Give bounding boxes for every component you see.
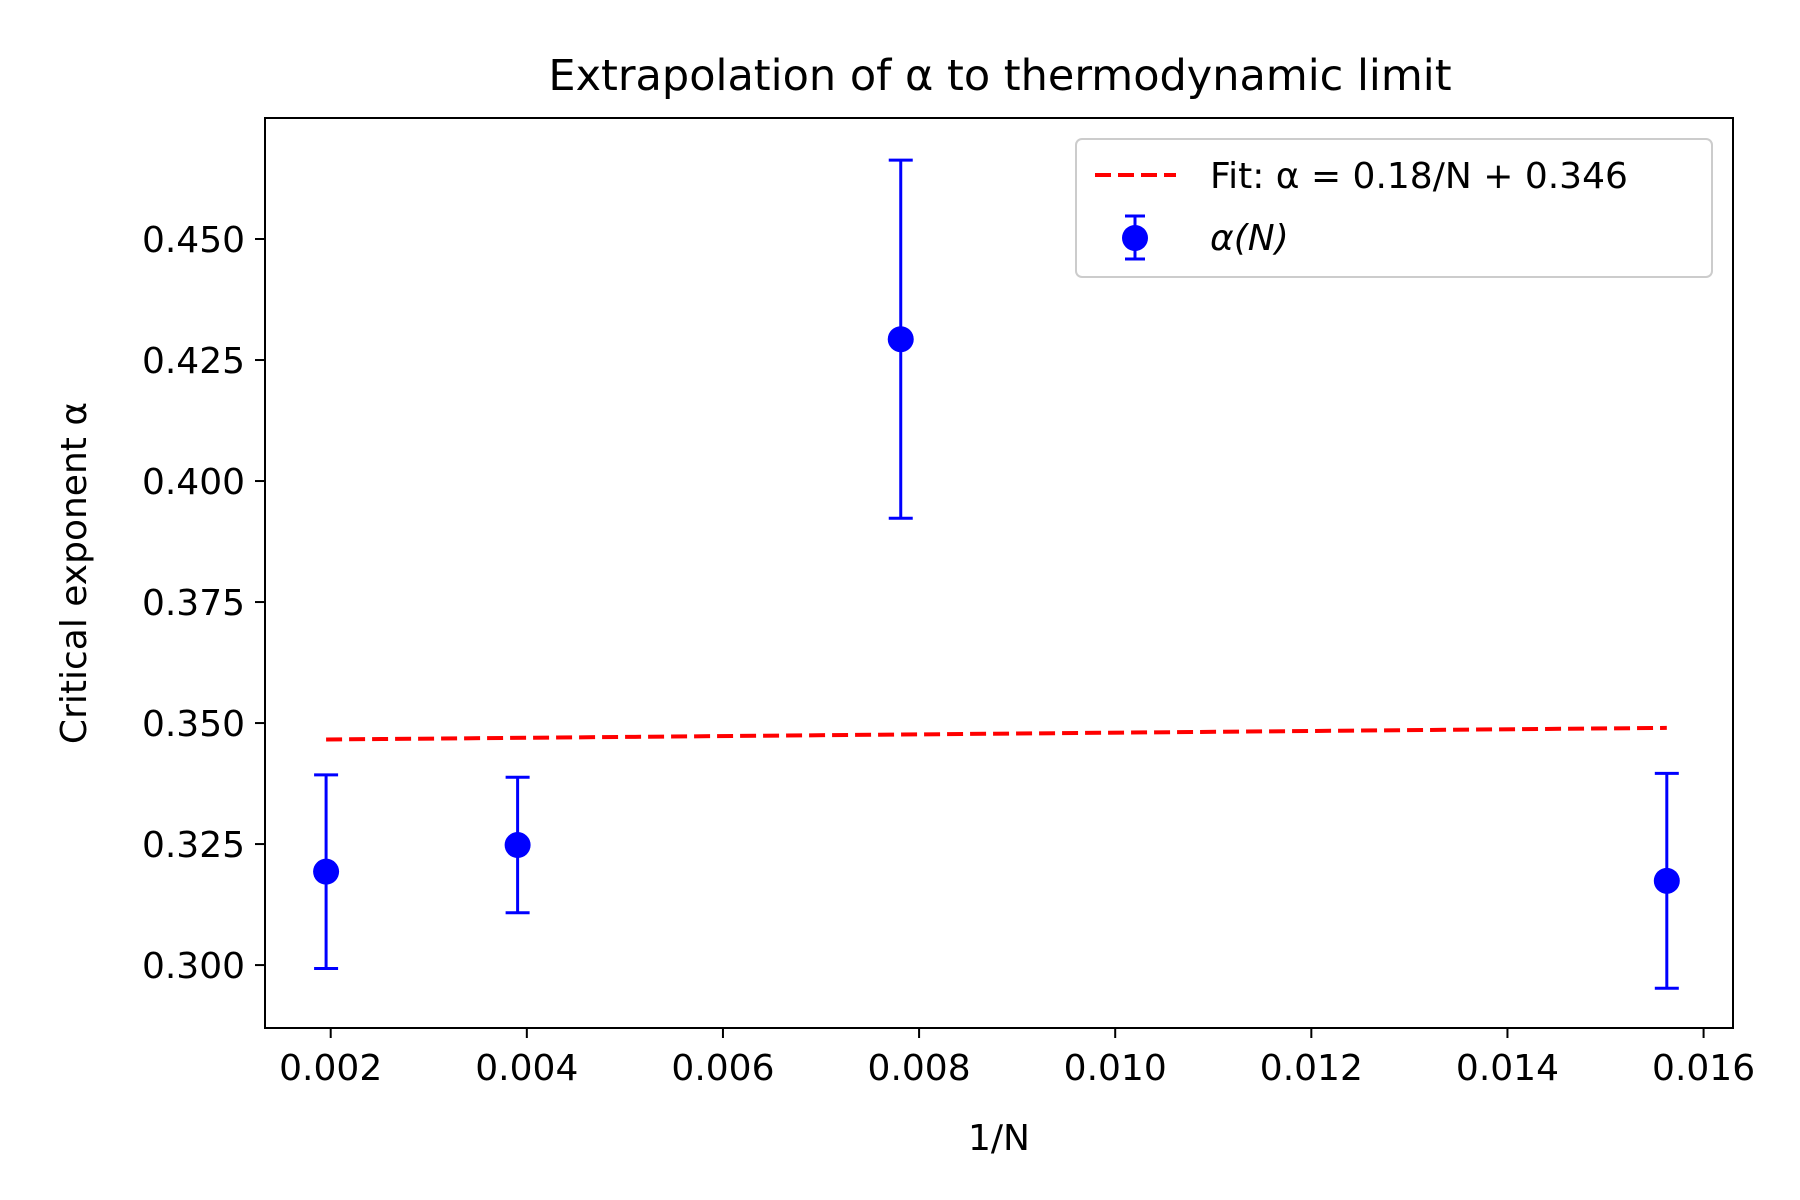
fit-line xyxy=(326,725,1667,742)
errorbar-point xyxy=(504,775,531,915)
errorbar-point xyxy=(1653,771,1680,990)
x-tick-label: 0.008 xyxy=(868,1048,971,1089)
y-tick-label: 0.375 xyxy=(142,583,245,624)
x-tick-label: 0.002 xyxy=(279,1048,382,1089)
series-layer xyxy=(313,158,1680,990)
x-axis-ticks: 0.002 0.004 0.006 0.008 0.010 0.012 0.014 0.016 xyxy=(279,1028,1755,1089)
x-tick-label: 0.016 xyxy=(1652,1048,1755,1089)
x-tick-label: 0.006 xyxy=(671,1048,774,1089)
y-tick-label: 0.425 xyxy=(142,341,245,382)
legend: Fit: α = 0.18/N + 0.346 α(N) xyxy=(1075,138,1713,278)
y-axis-ticks: 0.300 0.325 0.350 0.375 0.400 0.425 0.450 xyxy=(142,220,265,987)
y-tick-label: 0.350 xyxy=(142,704,245,745)
x-axis-label: 1/N xyxy=(968,1118,1030,1159)
data-point-marker xyxy=(313,858,340,885)
data-point-marker xyxy=(504,832,531,859)
x-tick-label: 0.014 xyxy=(1456,1048,1559,1089)
y-tick-label: 0.325 xyxy=(142,825,245,866)
data-point-marker xyxy=(1653,867,1680,894)
legend-errorbar-swatch xyxy=(1122,214,1148,261)
y-tick-label: 0.300 xyxy=(142,946,245,987)
plot-area-frame xyxy=(264,117,1734,1029)
data-point-marker xyxy=(887,326,914,353)
legend-errorbar-marker xyxy=(1122,225,1148,251)
x-tick-label: 0.012 xyxy=(1260,1048,1363,1089)
y-axis-label: Critical exponent α xyxy=(54,402,95,744)
legend-fit-label: Fit: α = 0.18/N + 0.346 xyxy=(1210,156,1628,197)
x-tick-label: 0.004 xyxy=(475,1048,578,1089)
errorbar-point xyxy=(313,773,340,970)
y-tick-label: 0.400 xyxy=(142,462,245,503)
x-tick-label: 0.010 xyxy=(1064,1048,1167,1089)
y-tick-label: 0.450 xyxy=(142,220,245,261)
errorbar-point xyxy=(887,158,914,520)
legend-box xyxy=(1075,138,1713,278)
chart-title: Extrapolation of α to thermodynamic limi… xyxy=(548,51,1451,101)
legend-errorbar-label: α(N) xyxy=(1210,218,1289,259)
